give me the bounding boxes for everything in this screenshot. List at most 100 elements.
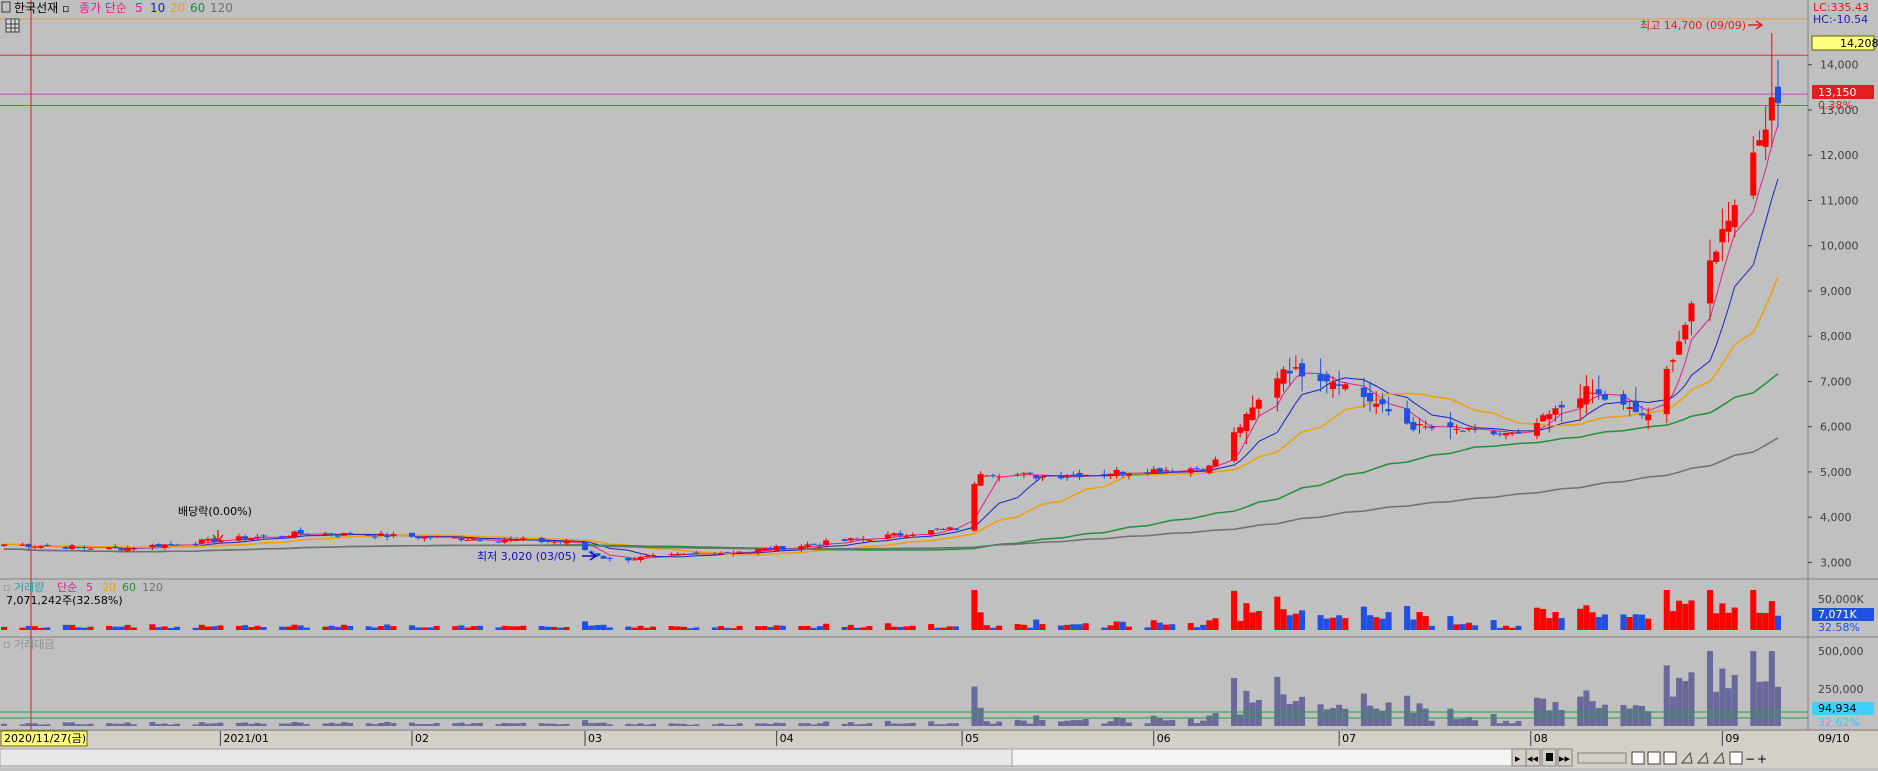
candle-body (538, 538, 545, 543)
month-tick-label: 04 (780, 732, 794, 745)
volume-bar (254, 625, 261, 630)
rewind-button[interactable] (1525, 748, 1541, 767)
amount-bar (1404, 695, 1411, 726)
candle-body (1577, 398, 1584, 408)
candle-body (1299, 363, 1306, 377)
amount-bar (371, 724, 378, 726)
candle-body (1342, 384, 1349, 390)
amount-bar (1719, 668, 1726, 726)
amount-bar (1200, 720, 1207, 726)
candle-body (198, 539, 205, 544)
ma-period-60: 60 (190, 1, 205, 15)
amount-bar (1125, 722, 1132, 726)
volume-bar (1323, 618, 1330, 630)
volume-bar (1255, 611, 1262, 630)
volume-bar (421, 627, 428, 630)
volume-bar (514, 626, 521, 630)
volume-current-tag (1812, 608, 1874, 621)
amount-bar (1360, 693, 1367, 726)
candle-body (823, 540, 830, 546)
volume-bar (112, 626, 119, 630)
angle-tool-icon[interactable] (1712, 751, 1725, 764)
config-button[interactable] (1729, 751, 1743, 765)
volume-bar (897, 626, 904, 630)
volume-bar (1762, 612, 1769, 630)
amount-bar (1107, 721, 1114, 726)
volume-bar (1206, 620, 1213, 630)
month-tick-label: 08 (1534, 732, 1548, 745)
amount-bar (1163, 720, 1170, 726)
volume-bar (1645, 618, 1652, 630)
candle-body (520, 538, 527, 541)
candle-body (118, 548, 125, 551)
candle-body (421, 536, 428, 539)
amount-bar (1632, 705, 1639, 726)
full-view-button[interactable] (1631, 751, 1645, 765)
minus-zoom-icon[interactable]: − (1745, 752, 1755, 766)
fib-tool-icon[interactable] (1696, 751, 1709, 764)
volume-info: 7,071,242주(32.58%) (6, 594, 123, 607)
candle-body (285, 536, 292, 538)
candle-body (248, 537, 255, 540)
amount-bar (217, 722, 224, 726)
volume-bar (1583, 605, 1590, 630)
candle-body (724, 552, 731, 554)
candle-body (124, 547, 131, 552)
volume-bar (841, 627, 848, 630)
plus-zoom-icon[interactable]: + (1757, 752, 1767, 766)
volume-bar (971, 590, 978, 630)
price-tick-label: 5,000 (1820, 466, 1852, 479)
amount-bar (977, 707, 984, 726)
table-view-button[interactable] (1663, 751, 1677, 765)
split-view-button[interactable] (1647, 751, 1661, 765)
candle-body (1144, 472, 1151, 474)
amount-bar (1688, 672, 1695, 726)
time-scrollbar-thumb[interactable] (1011, 748, 1513, 767)
volume-bar (167, 627, 174, 630)
amount-bar (1620, 704, 1627, 726)
volume-bar (118, 626, 125, 630)
volume-bar (823, 623, 830, 630)
candle-body (1101, 474, 1108, 476)
volume-ma-label: 단순 (57, 581, 77, 594)
volume-bar (322, 626, 329, 630)
volume-bar (464, 627, 471, 630)
grid-table-icon[interactable] (5, 18, 20, 33)
volume-bar (340, 624, 347, 630)
candle-body (1472, 428, 1479, 430)
volume-bar (1533, 607, 1540, 630)
amount-bar (563, 723, 570, 726)
volume-bar (779, 625, 786, 630)
candle-body (1076, 472, 1083, 478)
panel-toggle-icon[interactable] (1, 1, 11, 13)
candle-body (1057, 475, 1064, 479)
volume-ma-60: 60 (122, 581, 136, 594)
candle-body (718, 553, 725, 555)
volume-bar (149, 624, 156, 630)
volume-bar (495, 627, 502, 630)
zoom-slider[interactable] (1577, 752, 1627, 764)
volume-bar (285, 626, 292, 630)
fast-forward-button[interactable] (1557, 748, 1573, 767)
candle-body (470, 539, 477, 541)
time-axis-month-ticks: 2021/01 02 03 04 05 06 07 08 09 (219, 731, 1739, 746)
amount-bar (1385, 702, 1392, 726)
volume-bar (75, 627, 82, 630)
candle-body (390, 534, 397, 536)
amount-bar (1064, 720, 1071, 726)
volume-bar (724, 627, 731, 630)
candle-body (149, 544, 156, 548)
trend-line-tool-icon[interactable] (1680, 751, 1693, 764)
volume-bar (1360, 606, 1367, 630)
volume-bar (773, 625, 780, 630)
amount-bar (75, 724, 82, 726)
amount-bar (25, 723, 32, 726)
time-scrollbar-track[interactable] (0, 748, 1013, 767)
amount-bar (1317, 704, 1324, 726)
volume-bar (946, 626, 953, 630)
amount-bar (816, 723, 823, 726)
amount-bar (798, 723, 805, 726)
volume-bar (458, 625, 465, 630)
amount-bar (1187, 718, 1194, 726)
